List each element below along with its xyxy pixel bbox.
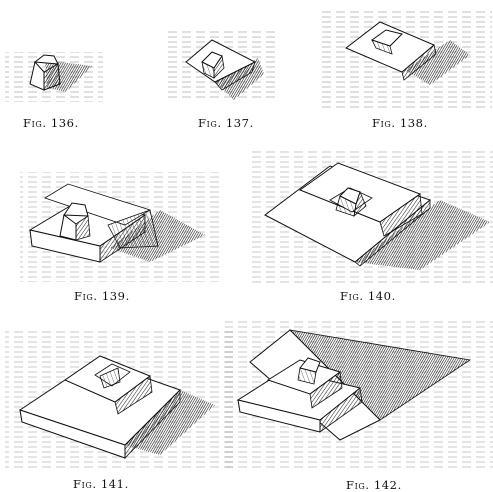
figure-141-caption: Fig. 141. (73, 477, 129, 491)
figure-139-illustration (20, 172, 220, 282)
figure-136-caption: Fig. 136. (23, 116, 79, 130)
figure-141-illustration (5, 330, 235, 470)
figure-140-caption: Fig. 140. (340, 289, 396, 303)
figure-142-illustration (225, 320, 493, 470)
figure-137-caption: Fig. 137. (198, 116, 254, 130)
figure-139-caption: Fig. 139. (74, 289, 130, 303)
figure-137-illustration (165, 30, 280, 100)
figure-138-caption: Fig. 138. (372, 116, 428, 130)
figure-138-illustration (322, 8, 492, 108)
figure-136-illustration (5, 52, 103, 102)
figure-142-caption: Fig. 142. (346, 478, 402, 492)
figure-140-illustration (248, 148, 493, 283)
